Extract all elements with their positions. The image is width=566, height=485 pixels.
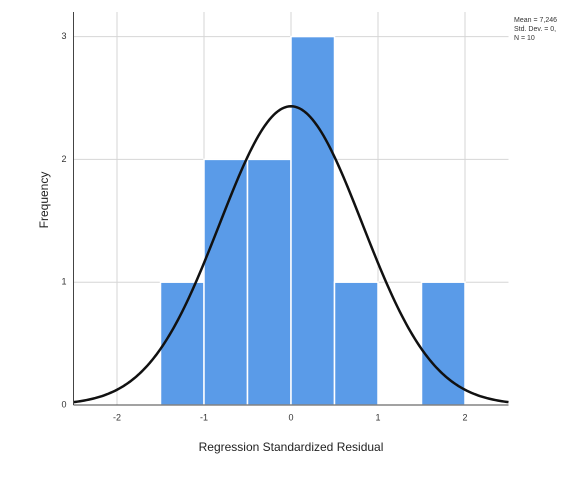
x-tick-label: 1 [375,412,380,422]
bar [248,159,292,405]
x-tick-label: -1 [200,412,208,422]
x-tick-label: -2 [113,412,121,422]
x-tick-label: 2 [462,412,467,422]
stat-text: Std. Dev. = 0, [514,26,556,33]
chart: Regression Standardized Residual Frequen… [0,0,566,485]
y-tick-label: 3 [61,31,66,41]
bar [204,159,248,405]
y-axis-title: Frequency [37,172,51,229]
y-tick-label: 1 [61,277,66,287]
bar [291,37,335,405]
x-axis-title: Regression Standardized Residual [199,440,384,454]
y-tick-label: 2 [61,154,66,164]
stat-text: N = 10 [514,35,535,42]
bar [161,282,205,405]
bar [335,282,379,405]
stat-text: Mean = 7,246 [514,17,557,24]
y-tick-label: 0 [61,399,66,409]
x-tick-label: 0 [288,412,293,422]
